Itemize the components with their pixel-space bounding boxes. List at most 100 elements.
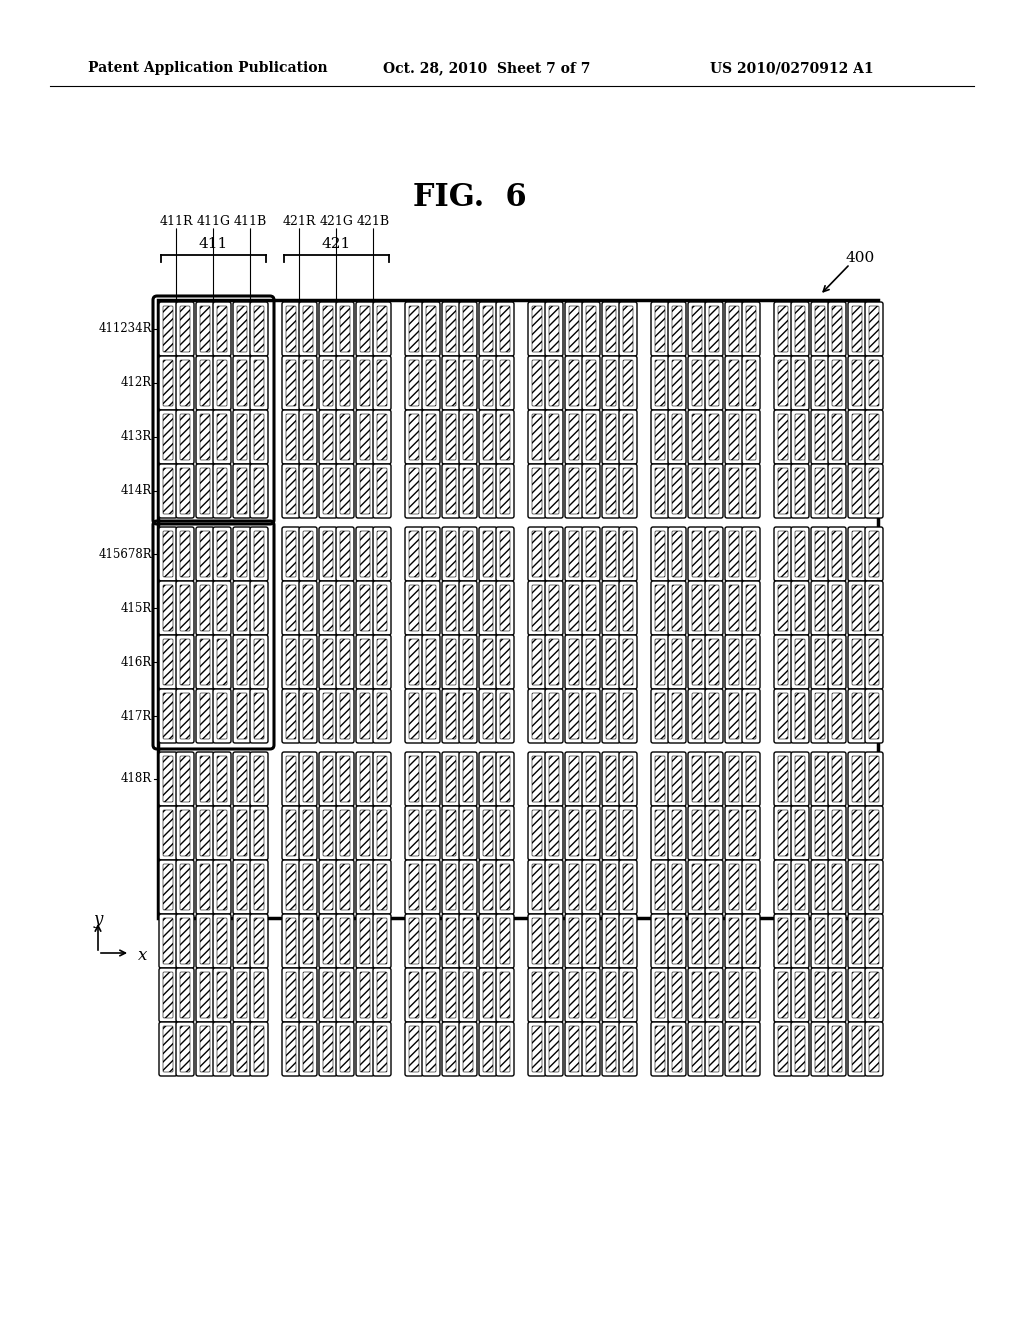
FancyBboxPatch shape [869,469,879,513]
FancyBboxPatch shape [848,581,866,635]
FancyBboxPatch shape [286,917,296,964]
FancyBboxPatch shape [828,689,846,743]
FancyBboxPatch shape [406,1022,423,1076]
FancyBboxPatch shape [286,865,296,909]
FancyBboxPatch shape [323,414,333,459]
FancyBboxPatch shape [791,302,809,356]
FancyBboxPatch shape [848,635,866,689]
FancyBboxPatch shape [655,917,665,964]
FancyBboxPatch shape [852,306,862,352]
FancyBboxPatch shape [500,810,510,855]
FancyBboxPatch shape [586,469,596,513]
FancyBboxPatch shape [705,635,723,689]
Text: 411G: 411G [197,215,230,228]
FancyBboxPatch shape [692,693,702,739]
FancyBboxPatch shape [406,302,423,356]
FancyBboxPatch shape [582,1022,600,1076]
FancyBboxPatch shape [582,302,600,356]
FancyBboxPatch shape [586,693,596,739]
FancyBboxPatch shape [569,865,579,909]
FancyBboxPatch shape [848,465,866,517]
FancyBboxPatch shape [602,689,620,743]
FancyBboxPatch shape [254,360,264,407]
FancyBboxPatch shape [176,356,194,411]
FancyBboxPatch shape [459,913,477,968]
FancyBboxPatch shape [655,865,665,909]
FancyBboxPatch shape [811,465,829,517]
FancyBboxPatch shape [254,1026,264,1072]
FancyBboxPatch shape [705,913,723,968]
FancyBboxPatch shape [528,411,546,465]
FancyBboxPatch shape [254,810,264,855]
FancyBboxPatch shape [651,1022,669,1076]
FancyBboxPatch shape [811,913,829,968]
FancyBboxPatch shape [791,913,809,968]
FancyBboxPatch shape [303,306,313,352]
FancyBboxPatch shape [815,360,825,407]
FancyBboxPatch shape [742,689,760,743]
FancyBboxPatch shape [479,807,497,861]
FancyBboxPatch shape [668,807,686,861]
FancyBboxPatch shape [815,585,825,631]
FancyBboxPatch shape [250,581,268,635]
FancyBboxPatch shape [705,465,723,517]
FancyBboxPatch shape [336,913,354,968]
FancyBboxPatch shape [483,531,493,577]
FancyBboxPatch shape [496,968,514,1022]
FancyBboxPatch shape [692,306,702,352]
FancyBboxPatch shape [250,689,268,743]
FancyBboxPatch shape [163,917,173,964]
FancyBboxPatch shape [672,639,682,685]
FancyBboxPatch shape [282,913,300,968]
FancyBboxPatch shape [254,585,264,631]
FancyBboxPatch shape [668,689,686,743]
FancyBboxPatch shape [496,1022,514,1076]
FancyBboxPatch shape [217,306,227,352]
FancyBboxPatch shape [774,581,792,635]
FancyBboxPatch shape [618,752,637,807]
FancyBboxPatch shape [655,639,665,685]
FancyBboxPatch shape [176,465,194,517]
FancyBboxPatch shape [688,913,706,968]
FancyBboxPatch shape [303,360,313,407]
FancyBboxPatch shape [688,411,706,465]
FancyBboxPatch shape [815,306,825,352]
FancyBboxPatch shape [373,411,391,465]
FancyBboxPatch shape [233,635,251,689]
FancyBboxPatch shape [831,469,842,513]
FancyBboxPatch shape [815,531,825,577]
FancyBboxPatch shape [831,531,842,577]
FancyBboxPatch shape [356,527,374,581]
FancyBboxPatch shape [446,917,456,964]
FancyBboxPatch shape [774,968,792,1022]
FancyBboxPatch shape [545,807,563,861]
FancyBboxPatch shape [373,968,391,1022]
FancyBboxPatch shape [377,972,387,1018]
FancyBboxPatch shape [237,972,247,1018]
FancyBboxPatch shape [217,972,227,1018]
Text: 421G: 421G [319,215,353,228]
FancyBboxPatch shape [549,414,559,459]
FancyBboxPatch shape [340,917,350,964]
FancyBboxPatch shape [528,302,546,356]
FancyBboxPatch shape [774,356,792,411]
FancyBboxPatch shape [709,810,719,855]
FancyBboxPatch shape [795,639,805,685]
FancyBboxPatch shape [532,693,542,739]
FancyBboxPatch shape [409,917,419,964]
FancyBboxPatch shape [233,411,251,465]
FancyBboxPatch shape [356,635,374,689]
FancyBboxPatch shape [528,807,546,861]
FancyBboxPatch shape [163,756,173,803]
FancyBboxPatch shape [459,465,477,517]
FancyBboxPatch shape [196,411,214,465]
FancyBboxPatch shape [848,356,866,411]
FancyBboxPatch shape [672,1026,682,1072]
FancyBboxPatch shape [319,465,337,517]
Text: 417R: 417R [121,710,152,722]
FancyBboxPatch shape [651,465,669,517]
FancyBboxPatch shape [692,810,702,855]
FancyBboxPatch shape [377,810,387,855]
FancyBboxPatch shape [869,917,879,964]
FancyBboxPatch shape [377,917,387,964]
